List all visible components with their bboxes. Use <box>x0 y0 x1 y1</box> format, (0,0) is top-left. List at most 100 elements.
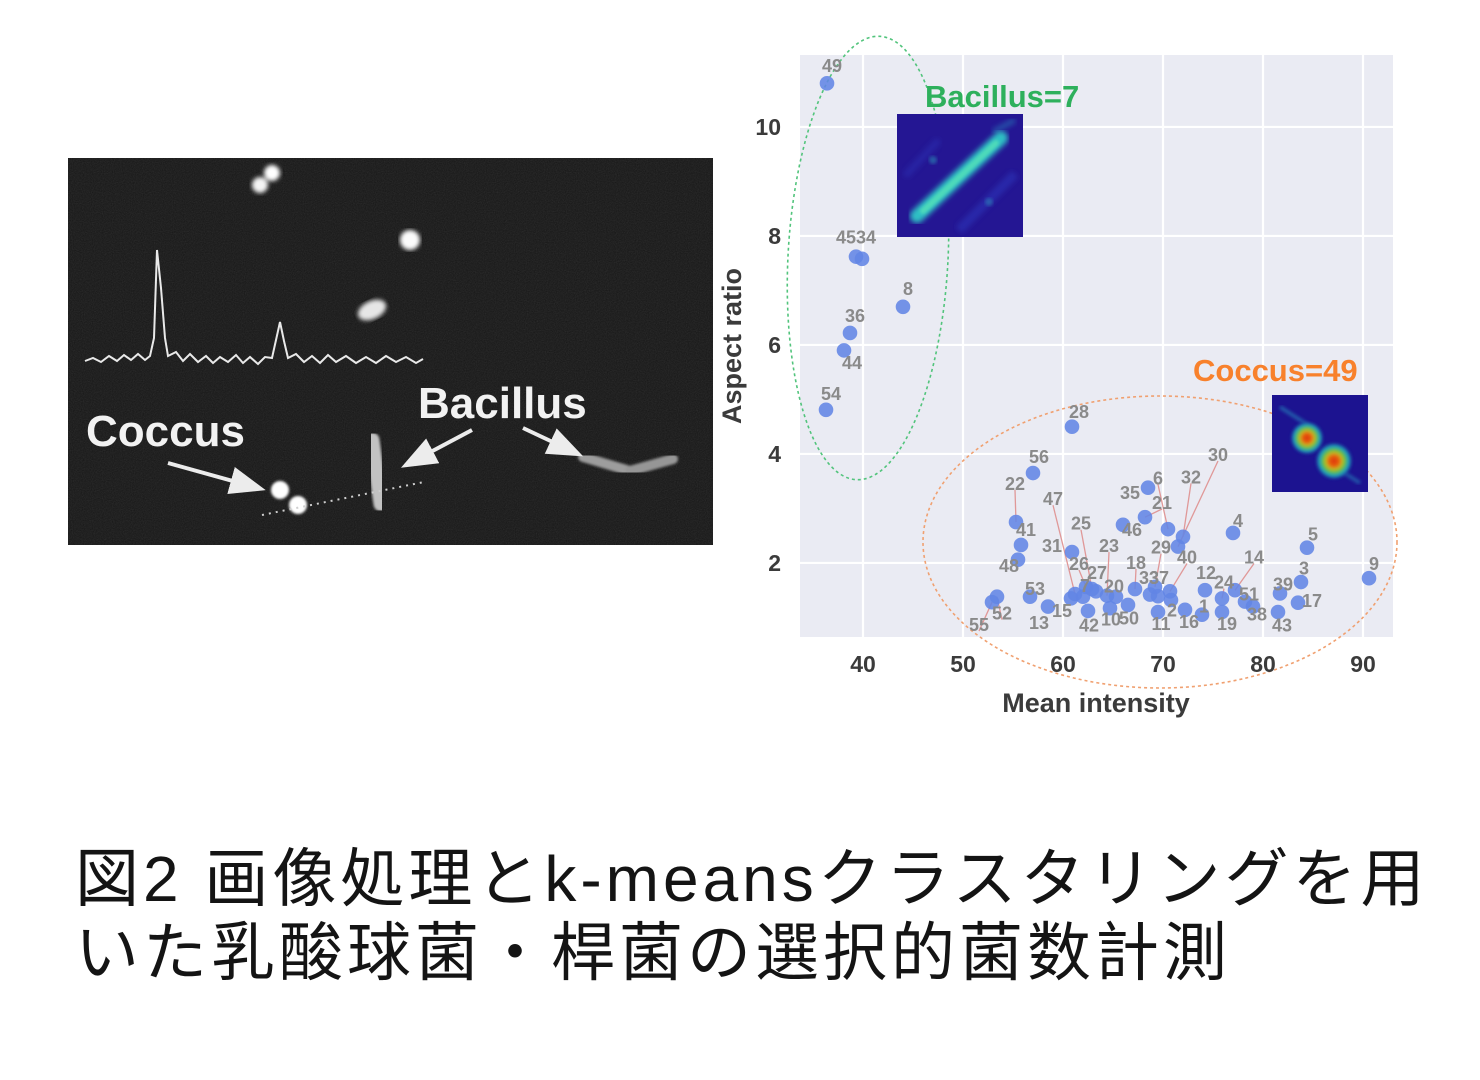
bacillus-rod <box>364 432 389 512</box>
scatter-point <box>1225 525 1241 541</box>
y-axis-ticks: 2 4 6 8 10 <box>755 114 781 576</box>
scatter-point <box>1290 595 1306 611</box>
scatter-point <box>1272 586 1288 601</box>
scatter-point <box>1010 552 1026 567</box>
point-label: 17 <box>1302 591 1322 611</box>
scatter-point <box>1194 607 1210 623</box>
leader-line <box>1080 529 1093 590</box>
point-label: 27 <box>1087 563 1107 583</box>
scatter-point <box>1108 589 1124 605</box>
micrograph-noise <box>68 158 713 545</box>
leader-line <box>1182 483 1192 537</box>
scatter-point <box>1022 589 1038 605</box>
point-label: 54 <box>821 384 841 404</box>
point-label: 50 <box>1119 609 1139 629</box>
scatter-point <box>1214 591 1230 606</box>
leader-line <box>1157 484 1169 530</box>
scatter-point <box>1075 589 1091 605</box>
point-label: 32 <box>1181 467 1201 487</box>
scatter-point <box>1040 599 1056 614</box>
scatter-point <box>984 594 1000 610</box>
point-label: 48 <box>999 556 1019 576</box>
leader-line <box>1052 505 1076 595</box>
scatter-point <box>1127 581 1143 597</box>
scatter-point <box>1150 604 1166 620</box>
y-tick-label: 8 <box>768 223 781 249</box>
point-label: 18 <box>1126 553 1146 573</box>
scatter-point <box>1160 521 1176 537</box>
scatter-point <box>1064 544 1080 560</box>
point-label: 10 <box>1101 610 1121 630</box>
point-label: 24 <box>1214 573 1234 593</box>
point-label: 47 <box>1043 489 1063 509</box>
scatter-point <box>1115 517 1131 533</box>
point-label: 43 <box>1272 616 1292 636</box>
oval-blob <box>357 299 387 321</box>
scatter-point <box>1293 574 1309 590</box>
diplococcus-bottom <box>271 481 307 514</box>
scatter-point <box>1137 509 1153 525</box>
figure-caption: 図2 画像処理とk-meansクラスタリングを用 いた乳酸球菌・桿菌の選択的菌数… <box>75 842 1445 990</box>
point-label: 34 <box>856 228 876 248</box>
y-tick-label: 6 <box>768 332 781 358</box>
point-label: 39 <box>1273 575 1293 595</box>
bacillus-count-annotation: Bacillus=7 <box>925 79 1079 114</box>
micrograph-image: Coccus Bacillus <box>68 158 713 545</box>
coccus-count-annotation: Coccus=49 <box>1193 353 1358 388</box>
x-tick-label: 60 <box>1050 651 1076 677</box>
coccus-cluster-ellipse <box>922 395 1398 689</box>
point-label: 28 <box>1069 402 1089 422</box>
point-label: 49 <box>822 56 842 76</box>
scatter-point <box>819 76 835 91</box>
coccus-inset-image <box>1272 395 1368 492</box>
point-label: 1 <box>1199 597 1209 617</box>
scatter-point <box>1214 604 1230 620</box>
scatter-point <box>1140 480 1156 496</box>
point-label: 26 <box>1069 554 1089 574</box>
bacillus-text-label: Bacillus <box>418 379 587 428</box>
point-label: 44 <box>842 353 862 373</box>
point-label: 13 <box>1029 613 1049 633</box>
point-label: 42 <box>1079 616 1099 636</box>
scatter-point <box>1197 582 1213 598</box>
x-tick-label: 80 <box>1250 651 1276 677</box>
scatter-point <box>1008 514 1024 530</box>
y-tick-label: 10 <box>755 114 781 140</box>
point-label: 53 <box>1025 579 1045 599</box>
scatter-point <box>895 299 911 315</box>
point-label: 20 <box>1104 576 1124 596</box>
intensity-profile-curve <box>84 249 424 366</box>
point-label: 2 <box>1167 600 1177 620</box>
point-label: 14 <box>1244 547 1264 567</box>
point-label: 56 <box>1029 447 1049 467</box>
scatter-point <box>1170 539 1186 554</box>
x-tick-label: 70 <box>1150 651 1176 677</box>
x-tick-label: 90 <box>1350 651 1376 677</box>
point-label: 40 <box>1177 547 1197 567</box>
point-label: 7 <box>1080 576 1090 596</box>
scatter-point <box>1361 570 1377 586</box>
point-label: 33 <box>1139 568 1159 588</box>
caption-line-1: 図2 画像処理とk-meansクラスタリングを用 <box>75 843 1429 915</box>
point-label: 25 <box>1071 514 1091 534</box>
point-label: 51 <box>1239 585 1259 605</box>
x-axis-ticks: 40 50 60 70 80 90 <box>850 651 1376 677</box>
point-label: 16 <box>1179 612 1199 632</box>
scatter-point <box>1120 597 1136 613</box>
point-label: 19 <box>1217 614 1237 634</box>
point-label: 29 <box>1151 538 1171 558</box>
point-label: 52 <box>992 604 1012 624</box>
scatter-point <box>1080 603 1096 619</box>
point-label: 55 <box>969 615 989 635</box>
scatter-points <box>818 76 1377 623</box>
scatter-point <box>1102 600 1118 616</box>
point-label: 30 <box>1208 445 1228 465</box>
point-label: 4 <box>1233 511 1243 531</box>
scatter-point <box>854 251 870 267</box>
point-label: 9 <box>1369 554 1379 574</box>
point-label: 11 <box>1151 614 1170 634</box>
scatter-point <box>1013 537 1029 553</box>
